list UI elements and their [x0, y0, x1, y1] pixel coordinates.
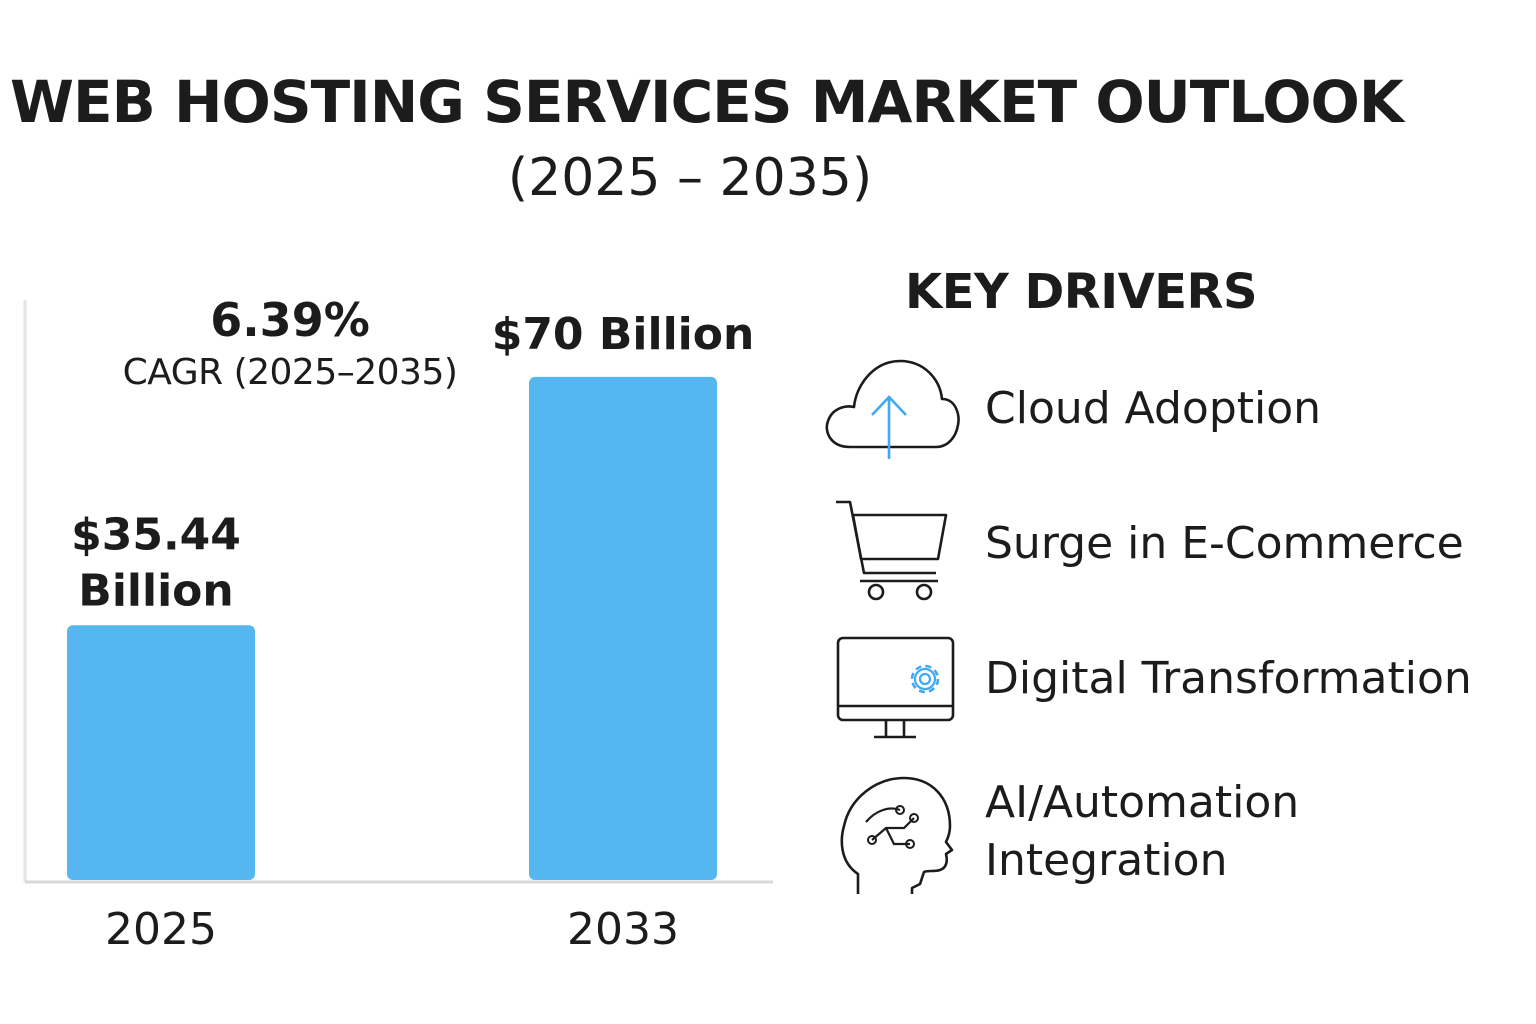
bar-chart: 2025 $35.44 Billion 2033 $70 Billion: [23, 300, 773, 955]
cagr-label: CAGR (2025–2035): [122, 352, 458, 393]
bar-2033: [529, 376, 717, 880]
cagr-value: 6.39%: [210, 293, 370, 347]
shopping-cart-icon: [836, 500, 948, 601]
chart-subtitle: (2025 – 2035): [507, 148, 873, 208]
x-tick-label-2033: 2033: [567, 904, 679, 955]
driver-cloud-adoption: Cloud Adoption: [820, 355, 1520, 485]
value-label-2033: $70 Billion: [492, 309, 755, 360]
driver-label: Digital Transformation: [985, 653, 1472, 704]
bar-2025: [67, 625, 255, 880]
driver-label: AI/Automation Integration: [985, 777, 1300, 886]
chart-title: WEB HOSTING SERVICES MARKET OUTLOOK: [10, 68, 1404, 136]
key-drivers-heading: KEY DRIVERS: [905, 264, 1258, 320]
monitor-gear-icon: [836, 636, 955, 739]
driver-ai-automation: AI/Automation Integration: [820, 770, 1520, 900]
driver-label: Cloud Adoption: [985, 383, 1322, 434]
driver-label: Surge in E-Commerce: [985, 518, 1464, 569]
ai-head-icon: [840, 776, 954, 894]
value-label-2025: $35.44 Billion: [71, 509, 241, 616]
driver-e-commerce: Surge in E-Commerce: [820, 497, 1520, 627]
driver-digital-transformation: Digital Transformation: [820, 633, 1520, 763]
cloud-upload-icon: [825, 359, 960, 459]
x-tick-label-2025: 2025: [105, 904, 217, 955]
